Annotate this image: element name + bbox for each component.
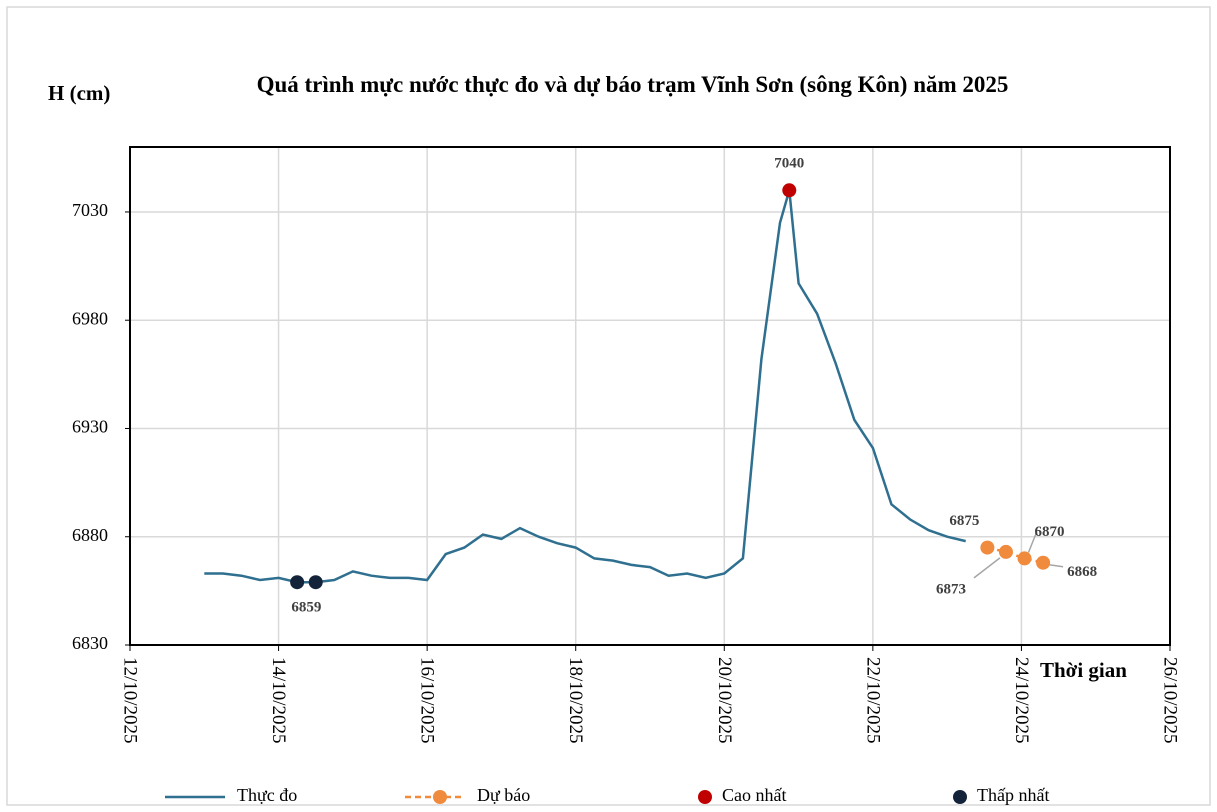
leader-line	[1027, 532, 1038, 553]
legend-marker	[953, 790, 967, 804]
data-label: 6875	[949, 513, 979, 529]
x-tick-label: 14/10/2025	[268, 657, 289, 744]
data-label: 6870	[1035, 524, 1065, 540]
marker	[782, 183, 797, 198]
leader-line	[1048, 563, 1064, 568]
x-tick-label: 12/10/2025	[120, 657, 141, 744]
data-label: 6873	[936, 581, 966, 597]
y-tick-label: 6930	[72, 417, 108, 437]
plot-border	[129, 146, 1171, 646]
x-tick-label: 26/10/2025	[1160, 657, 1181, 744]
marker	[290, 575, 305, 590]
legend-marker	[433, 790, 447, 804]
y-tick-label: 6980	[72, 308, 108, 328]
legend-label: Thấp nhất	[977, 785, 1049, 805]
marker	[1036, 555, 1051, 570]
legend-label: Cao nhất	[722, 785, 787, 805]
x-tick-label: 16/10/2025	[417, 657, 438, 744]
leader-line	[973, 557, 1001, 579]
x-tick-label: 22/10/2025	[862, 657, 883, 744]
marker	[1017, 551, 1032, 566]
y-tick-label: 6830	[72, 633, 108, 653]
x-tick-label: 20/10/2025	[714, 657, 735, 744]
series-line	[204, 189, 966, 584]
x-tick-label: 24/10/2025	[1011, 657, 1032, 744]
y-tick-label: 7030	[72, 200, 108, 220]
data-label: 6859	[291, 600, 321, 616]
legend-label: Thực đo	[237, 785, 297, 805]
y-axis-label: H (cm)	[48, 81, 110, 105]
marker	[308, 575, 323, 590]
chart-title: Quá trình mực nước thực đo và dự báo trạ…	[256, 72, 1009, 97]
legend-marker	[698, 790, 712, 804]
frame	[6, 6, 1211, 806]
x-axis-label: Thời gian	[1040, 658, 1127, 682]
data-label: 7040	[774, 156, 804, 172]
legend-label: Dự báo	[477, 785, 530, 805]
y-tick-label: 6880	[72, 525, 108, 545]
marker	[998, 544, 1013, 559]
data-label: 6868	[1067, 564, 1097, 580]
marker	[980, 540, 995, 555]
x-tick-label: 18/10/2025	[565, 657, 586, 744]
